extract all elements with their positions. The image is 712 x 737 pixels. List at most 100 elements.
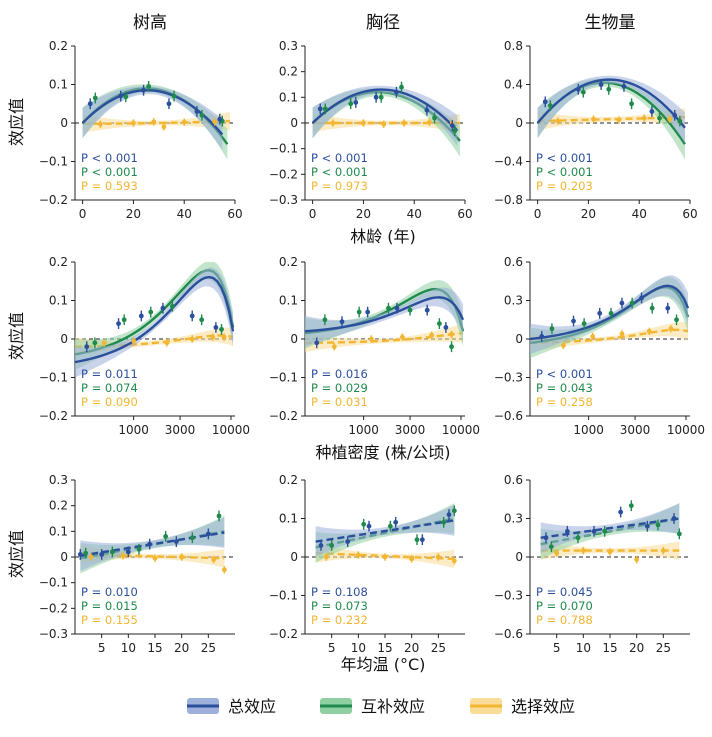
complementarity-effect-point bbox=[136, 546, 142, 552]
complementarity-effect-point bbox=[356, 309, 362, 315]
selection-effect-p-value: P = 0.232 bbox=[311, 613, 368, 627]
complementarity-effect-point bbox=[386, 305, 391, 311]
x-tick-label: 15 bbox=[377, 641, 392, 655]
total-effect-p-value: P = 0.045 bbox=[536, 585, 593, 599]
complementarity-effect-point bbox=[83, 550, 89, 556]
total-effect-point bbox=[118, 93, 124, 99]
x-tick-label: 20 bbox=[174, 641, 189, 655]
complementarity-effect-point bbox=[606, 86, 612, 92]
x-tick-label: 20 bbox=[629, 641, 644, 655]
total-effect-fit-line bbox=[536, 78, 686, 129]
selection-effect-point bbox=[451, 558, 457, 564]
total-effect-point bbox=[147, 541, 153, 547]
total-effect-point bbox=[373, 94, 379, 100]
y-axis-title-row3: 效应值 bbox=[7, 530, 26, 578]
x-tick-label: 5 bbox=[98, 641, 106, 655]
complementarity-effect-point bbox=[407, 307, 413, 313]
complementarity-effect-p-value: P = 0.074 bbox=[81, 381, 138, 395]
selection-effect-point bbox=[660, 548, 666, 553]
x-tick-label: 5 bbox=[328, 641, 336, 655]
x-tick-label: 40 bbox=[177, 207, 192, 221]
complementarity-effect-point bbox=[657, 115, 662, 121]
y-axis-title-row2: 效应值 bbox=[7, 312, 26, 360]
selection-effect-point bbox=[221, 567, 227, 573]
complementarity-effect-point bbox=[322, 317, 328, 323]
total-effect-point bbox=[575, 86, 581, 92]
selection-effect-point bbox=[101, 340, 107, 346]
total-effect-point bbox=[353, 100, 359, 105]
selection-effect-p-value: P = 0.203 bbox=[536, 179, 593, 193]
legend-total-label: 总效应 bbox=[228, 697, 276, 716]
selection-effect-p-value: P = 0.090 bbox=[81, 395, 138, 409]
y-tick-label: 0 bbox=[290, 550, 298, 564]
selection-effect-point bbox=[591, 116, 596, 122]
total-effect-fit-line bbox=[530, 284, 690, 341]
total-effect-point bbox=[618, 509, 624, 515]
total-effect-point bbox=[365, 309, 371, 315]
y-tick-label: −0.3 bbox=[494, 371, 523, 385]
x-tick-label: 25 bbox=[656, 641, 671, 655]
complementarity-effect-p-value: P < 0.001 bbox=[81, 165, 138, 179]
complementarity-effect-point bbox=[361, 521, 367, 527]
x-tick-label: 0 bbox=[79, 207, 87, 221]
x-axis-title-row2: 种植密度 (株/公顷) bbox=[316, 443, 451, 462]
y-tick-label: −0.2 bbox=[39, 601, 68, 615]
selection-effect-point bbox=[212, 119, 218, 125]
selection-effect-point bbox=[560, 343, 566, 348]
total-effect-point bbox=[318, 543, 324, 548]
selection-effect-confidence-band bbox=[305, 323, 464, 353]
total-effect-point bbox=[639, 295, 644, 301]
complementarity-effect-point bbox=[432, 115, 437, 121]
selection-effect-point bbox=[131, 338, 137, 344]
y-tick-label: 0.2 bbox=[279, 255, 298, 269]
total-effect-point bbox=[672, 112, 678, 118]
selection-effect-point bbox=[355, 552, 361, 558]
total-effect-point bbox=[419, 537, 425, 543]
selection-effect-point bbox=[210, 334, 216, 340]
complementarity-effect-point bbox=[649, 305, 655, 311]
complementarity-effect-point bbox=[629, 300, 635, 306]
plot-area bbox=[81, 81, 230, 160]
x-tick-label: 10000 bbox=[442, 423, 480, 437]
complementarity-effect-point bbox=[329, 543, 335, 548]
y-tick-label: 0.6 bbox=[504, 255, 523, 269]
total-effect-point bbox=[205, 531, 211, 537]
total-effect-point bbox=[619, 300, 625, 306]
selection-effect-point bbox=[427, 119, 432, 125]
plot-area bbox=[311, 81, 461, 157]
y-tick-label: 0 bbox=[60, 332, 68, 346]
y-tick-label: 0 bbox=[290, 332, 298, 346]
plot-area bbox=[530, 275, 690, 359]
complementarity-effect-p-value: P = 0.043 bbox=[536, 381, 593, 395]
x-tick-label: 60 bbox=[457, 207, 472, 221]
complementarity-effect-point bbox=[548, 544, 554, 550]
y-tick-label: 0.1 bbox=[49, 524, 68, 538]
plot-area bbox=[305, 280, 465, 353]
total-effect-p-value: P = 0.108 bbox=[311, 585, 368, 599]
complementarity-effect-point bbox=[322, 106, 328, 112]
x-tick-label: 40 bbox=[407, 207, 422, 221]
x-tick-label: 10 bbox=[121, 641, 136, 655]
y-tick-label: −0.1 bbox=[269, 371, 298, 385]
x-tick-label: 5 bbox=[553, 641, 561, 655]
total-effect-point bbox=[345, 539, 351, 544]
selection-effect-point bbox=[189, 336, 195, 342]
complementarity-effect-point bbox=[109, 549, 115, 555]
selection-effect-p-value: P = 0.973 bbox=[311, 179, 368, 193]
y-tick-label: 0.2 bbox=[279, 65, 298, 79]
selection-effect-point bbox=[667, 116, 673, 122]
selection-effect-p-value: P = 0.155 bbox=[81, 613, 138, 627]
total-effect-p-value: P = 0.011 bbox=[81, 367, 138, 381]
complementarity-effect-point bbox=[676, 531, 682, 537]
selection-effect-point bbox=[181, 119, 187, 125]
complementarity-effect-point bbox=[602, 528, 608, 534]
total-effect-p-value: P = 0.016 bbox=[311, 367, 368, 381]
selection-effect-point bbox=[449, 331, 454, 337]
selection-effect-point bbox=[368, 336, 374, 342]
total-effect-point bbox=[394, 89, 399, 95]
total-effect-point bbox=[160, 305, 166, 311]
